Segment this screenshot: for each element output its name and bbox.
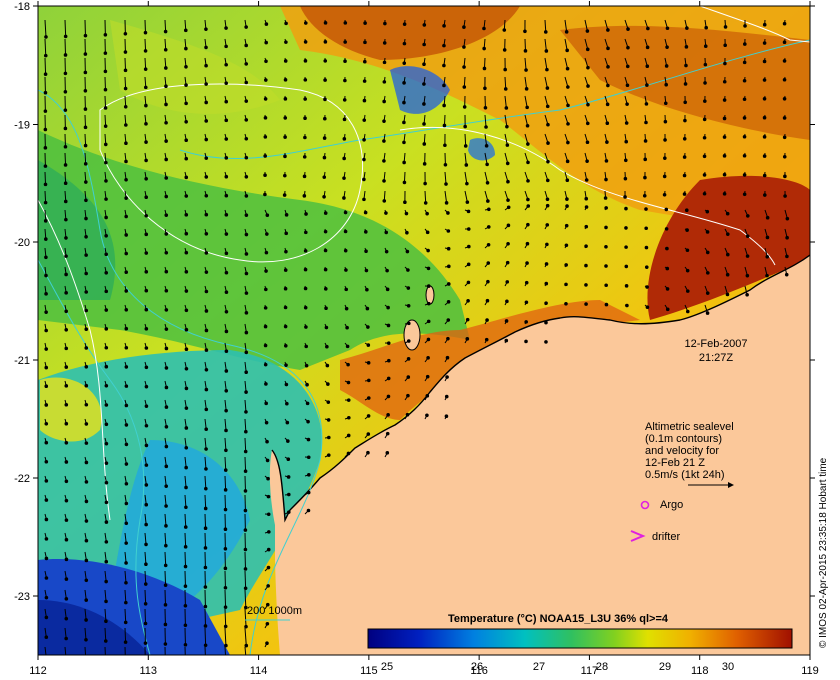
lon-tick-label: 118 <box>691 665 709 677</box>
lat-tick-label: -22 <box>14 473 30 485</box>
drifter-label: drifter <box>652 531 680 543</box>
lon-tick-label: 115 <box>360 665 378 677</box>
date-label: 12-Feb-2007 <box>685 338 748 350</box>
lat-tick-label: -19 <box>14 120 30 132</box>
colorbar: Temperature (°C) NOAA15_L3U 36% ql>=4 25… <box>367 613 793 673</box>
time-label: 21:27Z <box>699 352 734 364</box>
lon-tick-label: 116 <box>470 665 488 677</box>
drifter-legend: drifter <box>630 530 680 543</box>
argo-label: Argo <box>660 499 683 511</box>
map-plot-area <box>38 6 810 655</box>
colorbar-tick-label: 26 <box>471 661 483 673</box>
axes: 112 113 114 115 116 117 118 119 -18 -19 -20 -21 -22 -… <box>14 1 819 677</box>
velocity-legend: Altimetric sealevel (0.1m contours) and … <box>645 421 734 488</box>
velocity-vectors <box>43 19 790 655</box>
lat-tick-label: -23 <box>14 591 30 603</box>
colorbar-title: Temperature (°C) NOAA15_L3U 36% ql>=4 <box>448 613 669 625</box>
legend-line-3: and velocity for <box>645 445 719 457</box>
colorbar-tick-label: 25 <box>381 661 393 673</box>
plot-frame <box>37 5 811 656</box>
drifter-icon <box>630 530 646 542</box>
legend-line-5: 0.5m/s (1kt 24h) <box>645 469 724 481</box>
lat-tick-label: -18 <box>14 1 30 13</box>
argo-icon <box>640 500 650 510</box>
isobath-lines <box>38 6 810 655</box>
colorbar-tick-label: 29 <box>659 661 671 673</box>
lon-tick-label: 113 <box>140 665 158 677</box>
colorbar-tick-label: 27 <box>533 661 545 673</box>
colorbar-tick-label: 30 <box>722 661 734 673</box>
argo-legend: Argo <box>640 499 683 511</box>
lat-tick-label: -21 <box>14 355 30 367</box>
legend-line-4: 12-Feb 21 Z <box>645 457 705 469</box>
credit-text: © IMOS 02-Apr-2015 23:35:18 Hobart time <box>818 457 829 648</box>
isobath-label: 200 1000m <box>247 605 302 617</box>
land-mass <box>269 255 810 655</box>
lon-tick-label: 119 <box>801 665 819 677</box>
lon-tick-label: 117 <box>581 665 599 677</box>
lon-tick-label: 114 <box>250 665 268 677</box>
isobath-legend: 200 1000m <box>245 605 302 621</box>
legend-line-1: Altimetric sealevel <box>645 421 734 433</box>
lon-tick-label: 112 <box>29 665 47 677</box>
legend-line-2: (0.1m contours) <box>645 433 722 445</box>
lat-tick-label: -20 <box>14 237 30 249</box>
colorbar-tick-label: 28 <box>596 661 608 673</box>
